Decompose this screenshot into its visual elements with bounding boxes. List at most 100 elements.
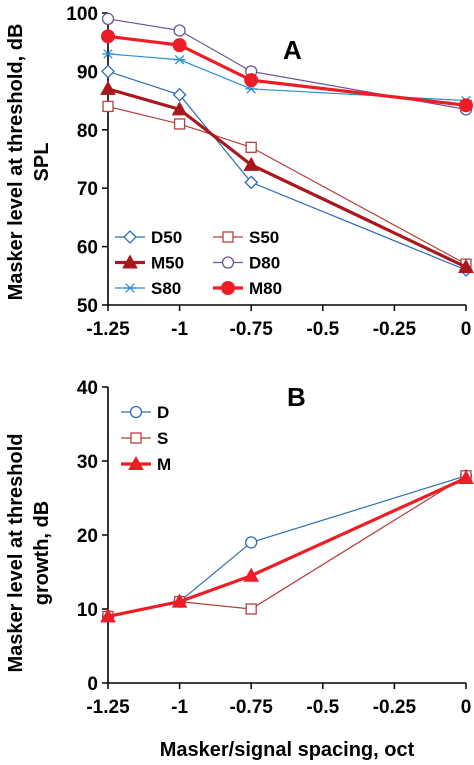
legend-marker-d50 [123, 230, 137, 244]
legend-item-s50: S50 [213, 228, 279, 247]
legend-label-m50: M50 [151, 254, 184, 273]
legend-marker-m80 [221, 281, 235, 295]
legend-item-s: S [121, 429, 168, 448]
x-tick-label: -0.5 [306, 319, 339, 340]
data-point-m50 [171, 101, 188, 116]
panel-a-label: A [283, 35, 302, 65]
y-tick-label: 40 [77, 378, 98, 399]
panel-a-legend: D50 S50 M50 D80 S80 M80 [115, 228, 282, 298]
series-line-d80 [107, 18, 467, 110]
series-d [101, 469, 473, 623]
legend-label-d80: D80 [249, 254, 280, 273]
data-point-s [245, 603, 257, 615]
legend-label-s50: S50 [249, 228, 279, 247]
panel-b-legend: DSM [121, 403, 171, 474]
panel-a: Masker level at threshold, dB SPL 50 60 70… [5, 4, 474, 340]
legend-label-d: D [157, 403, 169, 422]
legend-label-s: S [157, 429, 168, 448]
x-tick-label: -1.25 [86, 697, 130, 718]
data-point-m80 [172, 38, 187, 53]
series-s [102, 470, 472, 623]
data-point-m50 [458, 259, 474, 274]
data-point-s80 [173, 54, 186, 65]
data-point-m50 [100, 80, 116, 95]
legend-item-s80: S80 [115, 279, 181, 298]
data-point-s50 [245, 141, 257, 153]
y-tick-label: 70 [77, 179, 98, 200]
data-point-m [458, 469, 474, 485]
legend-marker-d80 [221, 256, 235, 269]
legend-item-m80: M80 [213, 279, 282, 298]
series-line-m80 [107, 34, 467, 107]
data-point-m80 [459, 98, 473, 113]
panel-b-xlabel: Masker/signal spacing, oct [160, 739, 415, 761]
data-point-d50 [101, 64, 115, 79]
series-line-m [107, 476, 467, 618]
data-point-d80 [173, 24, 186, 37]
data-point-d50 [244, 175, 259, 190]
legend-item-m: M [121, 455, 171, 474]
x-tick-label: -0.25 [373, 319, 417, 340]
y-tick-label: 20 [77, 526, 98, 547]
series-m50 [100, 80, 474, 274]
y-tick-label: 0 [87, 674, 98, 695]
y-tick-label: 30 [77, 452, 98, 473]
legend-label-m80: M80 [249, 279, 282, 298]
panel-b-ylabel-line2: growth, dB [31, 501, 53, 605]
legend-marker-s80 [124, 283, 136, 293]
series-line-m50 [107, 87, 467, 269]
legend-marker-s50 [222, 231, 234, 243]
legend-marker-s [130, 432, 142, 444]
x-tick-label: 0 [461, 319, 472, 340]
legend-marker-m [128, 455, 144, 470]
y-tick-label: 50 [77, 296, 98, 317]
data-point-m [171, 593, 188, 608]
panel-a-ticks: 50 60 70 80 90 100 -1.25 -1 -0.75 -0.5 -0.25 0 [66, 4, 471, 340]
panel-b-ylabel-line1: Masker level at threshold [5, 434, 27, 673]
legend-item-d: D [121, 403, 169, 422]
panel-a-ylabel-line1: Masker level at threshold, dB [5, 24, 27, 301]
x-tick-label: 0 [461, 697, 472, 718]
panel-b: Masker level at threshold growth, dB 0 10… [5, 378, 474, 761]
data-point-m50 [243, 156, 260, 171]
panel-b-label: B [287, 382, 306, 412]
panel-b-ticks: 0 10 20 30 40 -1.25 -1 -0.75 -0.5 -0.25 0 [77, 378, 471, 718]
data-point-m [243, 567, 260, 582]
data-point-m80 [101, 29, 115, 44]
legend-item-m50: M50 [115, 254, 184, 273]
y-tick-label: 100 [66, 4, 98, 25]
data-point-m80 [244, 73, 259, 88]
x-tick-label: -1.25 [86, 319, 130, 340]
legend-label-s80: S80 [151, 279, 181, 298]
series-m [100, 469, 474, 623]
legend-label-m: M [157, 455, 171, 474]
x-tick-label: -0.5 [306, 697, 339, 718]
series-line-s [107, 475, 467, 617]
x-tick-label: -0.75 [230, 319, 274, 340]
panel-b-series [100, 469, 474, 623]
y-tick-label: 60 [77, 238, 98, 259]
legend-marker-m50 [122, 254, 138, 269]
data-point-s50 [102, 100, 114, 113]
panel-a-series [100, 12, 474, 277]
series-m80 [101, 29, 473, 113]
legend-item-d80: D80 [213, 254, 280, 273]
series-line-s80 [107, 53, 467, 102]
data-point-d80 [101, 12, 115, 25]
x-tick-label: -1 [171, 697, 188, 718]
y-tick-label: 10 [77, 600, 98, 621]
y-tick-label: 90 [77, 62, 98, 83]
x-tick-label: -1 [171, 319, 188, 340]
x-tick-label: -0.75 [230, 697, 274, 718]
legend-label-d50: D50 [151, 228, 182, 247]
data-point-d [245, 536, 258, 549]
legend-item-d50: D50 [115, 228, 182, 247]
panel-a-ylabel-line2: SPL [31, 143, 53, 182]
x-tick-label: -0.25 [373, 697, 417, 718]
y-tick-label: 80 [77, 121, 98, 142]
data-point-s50 [173, 118, 186, 130]
series-line-d [107, 475, 467, 617]
data-point-d50 [172, 87, 187, 102]
legend-marker-d [129, 405, 143, 419]
